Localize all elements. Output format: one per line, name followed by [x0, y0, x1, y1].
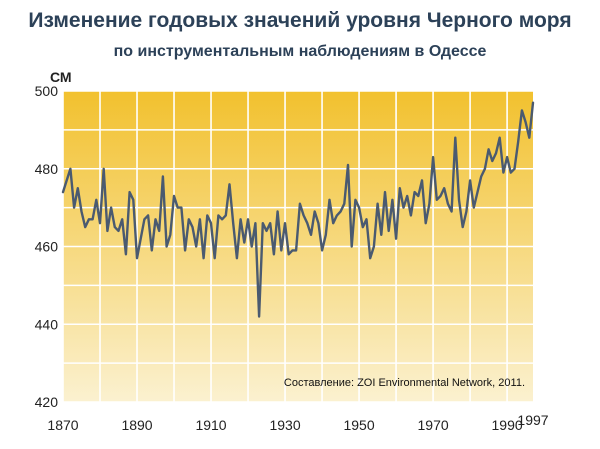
series-layer — [61, 101, 535, 318]
y-tick-label: 440 — [35, 316, 59, 332]
x-tick-label: 1910 — [195, 417, 226, 433]
y-axis-unit: СМ — [50, 69, 72, 85]
y-tick-labels: 420 440 460 480 500 — [35, 83, 59, 410]
x-tick-label: 1890 — [121, 417, 152, 433]
chart-title: Изменение годовых значений уровня Черног… — [28, 9, 571, 32]
y-tick-label: 420 — [35, 394, 59, 410]
series-line — [61, 101, 535, 318]
x-tick-label: 1970 — [418, 417, 449, 433]
y-tick-label: 500 — [35, 83, 59, 99]
x-tick-label: 1990 — [492, 417, 523, 433]
source-note: Составление: ZOI Environmental Network, … — [284, 377, 525, 389]
grid-lines — [62, 90, 533, 403]
x-tick-label: 1950 — [343, 417, 374, 433]
x-tick-label: 1930 — [269, 417, 300, 433]
y-tick-label: 460 — [35, 239, 59, 255]
chart-subtitle: по инструментальным наблюдениям в Одессе — [114, 43, 487, 60]
x-tick-label: 1997 — [517, 412, 548, 428]
y-tick-label: 480 — [35, 161, 59, 177]
x-tick-label: 1870 — [47, 417, 78, 433]
